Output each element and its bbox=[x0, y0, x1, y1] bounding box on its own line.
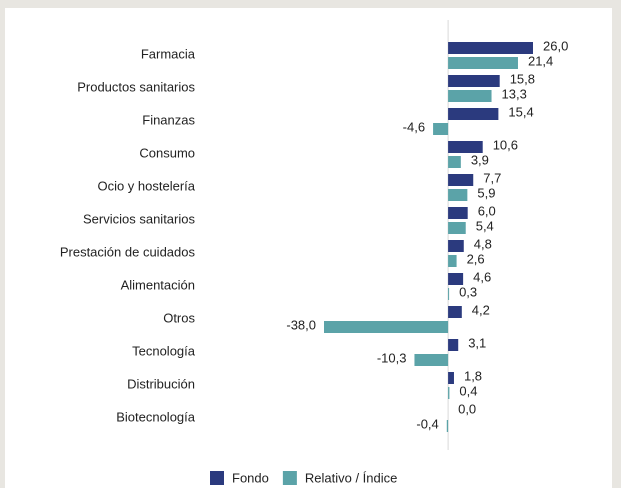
bar bbox=[448, 288, 450, 300]
value-label: -0,4 bbox=[416, 416, 438, 431]
legend-swatch bbox=[210, 471, 224, 485]
panel bbox=[5, 8, 612, 488]
value-label: 4,2 bbox=[472, 302, 490, 317]
value-label: 2,6 bbox=[467, 251, 485, 266]
bar bbox=[448, 42, 533, 54]
bar bbox=[448, 141, 483, 153]
value-label: -38,0 bbox=[286, 317, 316, 332]
category-label: Consumo bbox=[139, 145, 195, 160]
bar bbox=[448, 372, 454, 384]
legend-swatch bbox=[282, 471, 297, 485]
bar bbox=[448, 306, 462, 318]
value-label: 3,1 bbox=[468, 335, 486, 350]
bar bbox=[448, 255, 457, 267]
bar bbox=[448, 75, 500, 87]
value-label: 0,0 bbox=[458, 401, 476, 416]
category-label: Ocio y hostelería bbox=[97, 178, 195, 193]
value-label: -4,6 bbox=[403, 119, 425, 134]
bar bbox=[448, 273, 464, 285]
bar bbox=[448, 174, 474, 186]
value-label: 21,4 bbox=[528, 53, 553, 68]
value-label: 4,6 bbox=[473, 269, 491, 284]
bar bbox=[448, 90, 492, 102]
value-label: 6,0 bbox=[478, 203, 496, 218]
bar bbox=[448, 339, 459, 351]
bar bbox=[433, 123, 449, 135]
category-label: Alimentación bbox=[121, 277, 195, 292]
value-label: -10,3 bbox=[377, 350, 407, 365]
bar bbox=[448, 156, 461, 168]
value-label: 0,3 bbox=[459, 284, 477, 299]
value-label: 15,4 bbox=[508, 104, 533, 119]
value-label: 5,9 bbox=[477, 185, 495, 200]
category-label: Biotecnología bbox=[116, 409, 196, 424]
category-label: Farmacia bbox=[141, 46, 196, 61]
value-label: 10,6 bbox=[493, 137, 518, 152]
value-label: 0,4 bbox=[459, 383, 477, 398]
bar bbox=[414, 354, 449, 366]
bar bbox=[448, 207, 468, 219]
value-label: 4,8 bbox=[474, 236, 492, 251]
value-label: 7,7 bbox=[483, 170, 501, 185]
value-label: 3,9 bbox=[471, 152, 489, 167]
bar bbox=[448, 108, 499, 120]
legend-label: Fondo bbox=[232, 470, 269, 485]
bar bbox=[448, 57, 518, 69]
category-label: Prestación de cuidados bbox=[60, 244, 196, 259]
value-label: 5,4 bbox=[476, 218, 494, 233]
category-label: Productos sanitarios bbox=[77, 79, 195, 94]
bar bbox=[446, 420, 449, 432]
category-label: Distribución bbox=[127, 376, 195, 391]
bar bbox=[324, 321, 449, 333]
value-label: 1,8 bbox=[464, 368, 482, 383]
category-label: Servicios sanitarios bbox=[83, 211, 195, 226]
value-label: 13,3 bbox=[502, 86, 527, 101]
legend-label: Relativo / Índice bbox=[305, 470, 398, 485]
category-label: Finanzas bbox=[142, 112, 195, 127]
category-label: Otros bbox=[163, 310, 195, 325]
value-label: 26,0 bbox=[543, 38, 568, 53]
value-label: 15,8 bbox=[510, 71, 535, 86]
bar bbox=[448, 240, 464, 252]
bar bbox=[448, 222, 466, 234]
category-label: Tecnología bbox=[132, 343, 196, 358]
bar bbox=[448, 387, 450, 399]
bar bbox=[448, 189, 468, 201]
